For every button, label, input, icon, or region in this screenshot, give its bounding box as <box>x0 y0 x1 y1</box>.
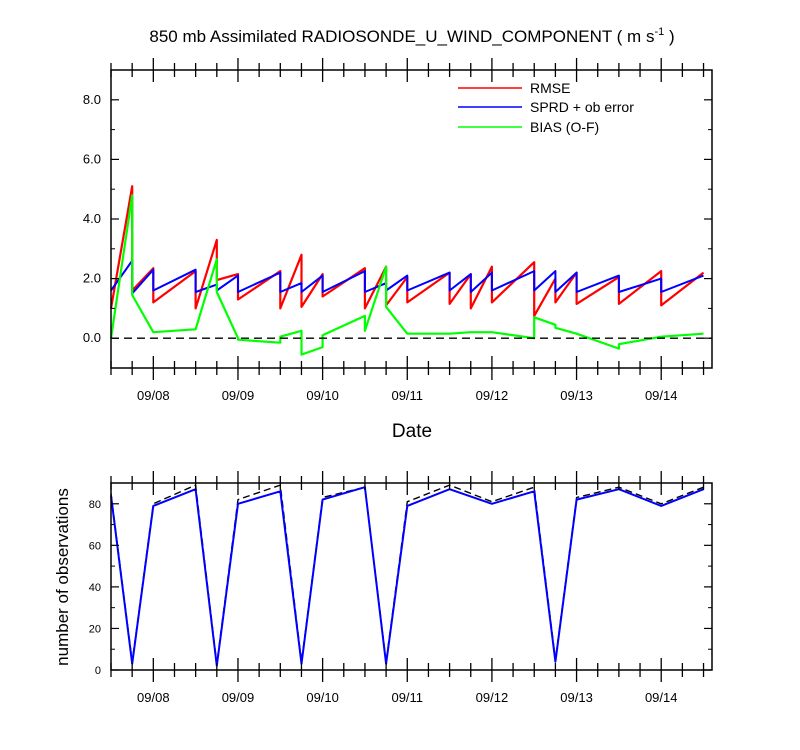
chart-title-exponent: -1 <box>654 26 664 38</box>
bottom-xtick-label: 09/09 <box>222 690 255 705</box>
top-series-rmse <box>109 185 705 317</box>
top-series-group <box>109 185 705 356</box>
top-xtick-label: 09/08 <box>137 388 170 403</box>
legend-label-sprd: SPRD + ob error <box>530 99 634 115</box>
bottom-xtick-label: 09/13 <box>560 690 593 705</box>
top-series-sprd-ob-error <box>110 259 704 295</box>
bottom-y-axis-label: number of observations <box>53 488 72 666</box>
top-ytick-label: 4.0 <box>83 211 101 226</box>
legend-label-bias: BIAS (O-F) <box>530 119 599 135</box>
chart-title: 850 mb Assimilated RADIOSONDE_U_WIND_COM… <box>149 26 674 46</box>
top-plot-frame <box>110 69 713 369</box>
top-xtick-label: 09/12 <box>476 388 509 403</box>
top-ytick-label: 0.0 <box>83 330 101 345</box>
bottom-ytick-label: 20 <box>89 623 101 635</box>
chart-title-close: ) <box>664 27 674 46</box>
top-panel: 0.0 2.0 4.0 6.0 8.0 09/08 09/09 09/10 09/11 09/12… <box>83 58 713 442</box>
top-legend: RMSE SPRD + ob error BIAS (O-F) <box>458 80 634 135</box>
top-xtick-label: 09/09 <box>222 388 255 403</box>
bottom-xtick-label: 09/14 <box>645 690 678 705</box>
top-xtick-label: 09/10 <box>306 388 339 403</box>
bottom-xtick-label: 09/12 <box>476 690 509 705</box>
bottom-plot-frame <box>110 482 713 671</box>
top-ytick-label: 6.0 <box>83 151 101 166</box>
bottom-ytick-label: 40 <box>89 582 101 594</box>
bottom-ytick-label: 80 <box>89 499 101 511</box>
bottom-panel: 0 20 40 60 80 09/08 09/09 09/10 09/11 09/12 09/13 0… <box>53 471 713 705</box>
top-x-axis-label: Date <box>392 421 432 442</box>
bottom-ytick-label: 60 <box>89 540 101 552</box>
top-xtick-label: 09/14 <box>645 388 678 403</box>
top-ytick-label: 8.0 <box>83 92 101 107</box>
top-xtick-label: 09/13 <box>560 388 593 403</box>
legend-label-rmse: RMSE <box>530 80 570 96</box>
top-xtick-label: 09/11 <box>391 388 423 403</box>
bottom-series-observations-blue <box>110 486 704 667</box>
bottom-series-group <box>110 484 704 667</box>
top-ytick-label: 2.0 <box>83 271 101 286</box>
bottom-ytick-label: 0 <box>95 665 101 677</box>
chart-title-main: 850 mb Assimilated RADIOSONDE_U_WIND_COM… <box>149 27 654 46</box>
top-series-bias-o-f <box>109 194 704 356</box>
bottom-xtick-label: 09/10 <box>306 690 339 705</box>
bottom-xtick-label: 09/11 <box>391 690 423 705</box>
bottom-xtick-label: 09/08 <box>137 690 170 705</box>
